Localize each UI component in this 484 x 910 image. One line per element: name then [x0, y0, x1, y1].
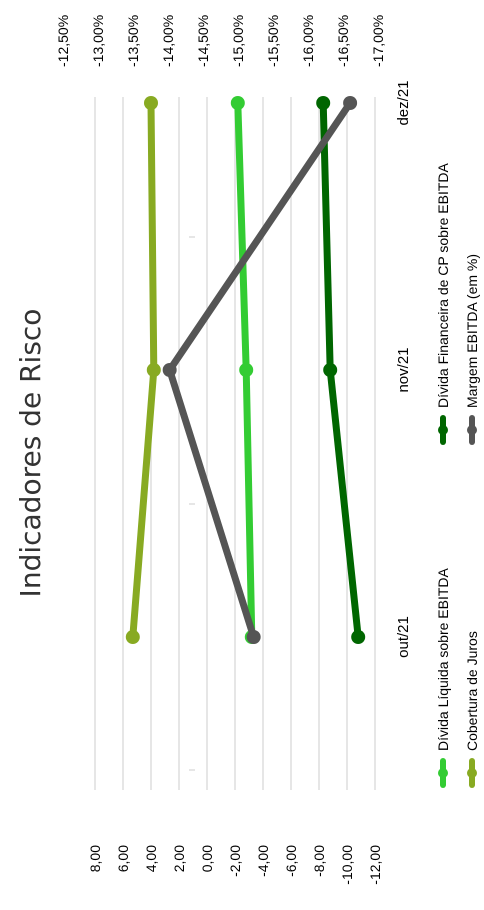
right-axis-tick-label: -16,00%	[300, 15, 316, 67]
data-point	[246, 630, 261, 644]
right-axis-tick-label: -14,50%	[195, 15, 211, 67]
data-point	[316, 96, 331, 110]
left-axis-tick-label: -2,00	[227, 845, 243, 877]
left-axis-tick-label: -12,00	[367, 845, 383, 885]
left-axis-tick-label: 6,00	[115, 845, 131, 872]
right-axis-tick-label: -14,00%	[160, 15, 176, 67]
left-axis-tick-label: -10,00	[339, 845, 355, 885]
legend-marker	[467, 425, 477, 435]
chart-title: Indicadores de Risco	[14, 309, 47, 598]
legend-label: Cobertura de Juros	[464, 631, 480, 751]
legend-label: Margem EBITDA (em %)	[464, 254, 480, 408]
left-axis-tick-label: 8,00	[87, 845, 103, 872]
data-point	[230, 96, 245, 110]
right-axis-tick-label: -17,00%	[370, 15, 386, 67]
data-point	[351, 630, 366, 644]
right-axis-tick-label: -15,50%	[265, 15, 281, 67]
left-axis-tick-label: -4,00	[255, 845, 271, 877]
legend-label: Dívida Líquida sobre EBITDA	[435, 567, 451, 751]
data-point	[144, 96, 158, 110]
left-axis-tick-label: -6,00	[283, 845, 299, 877]
legend-marker	[438, 768, 448, 778]
right-axis-tick-label: -13,50%	[125, 15, 141, 67]
left-axis-tick-label: 0,00	[199, 845, 215, 872]
left-axis-tick-label: -8,00	[311, 845, 327, 877]
x-axis-category-label: out/21	[395, 616, 412, 658]
right-axis-tick-label: -12,50%	[55, 15, 71, 67]
left-axis-tick-label: 2,00	[171, 845, 187, 872]
legend-label: Dívida Financeira de CP sobre EBITDA	[435, 162, 451, 408]
x-axis-category-label: dez/21	[395, 80, 412, 125]
data-point	[239, 363, 254, 377]
left-axis-tick-label: 4,00	[143, 845, 159, 872]
data-point	[125, 630, 140, 644]
right-axis-tick-label: -15,00%	[230, 15, 246, 67]
legend-marker	[438, 425, 448, 435]
data-point	[162, 363, 177, 377]
x-axis-category-label: nov/21	[395, 347, 412, 392]
legend-marker	[467, 768, 477, 778]
data-point	[146, 363, 161, 377]
right-axis-tick-label: -13,00%	[90, 15, 106, 67]
data-point	[323, 363, 338, 377]
right-axis-tick-label: -16,50%	[335, 15, 351, 67]
data-point	[343, 96, 358, 110]
